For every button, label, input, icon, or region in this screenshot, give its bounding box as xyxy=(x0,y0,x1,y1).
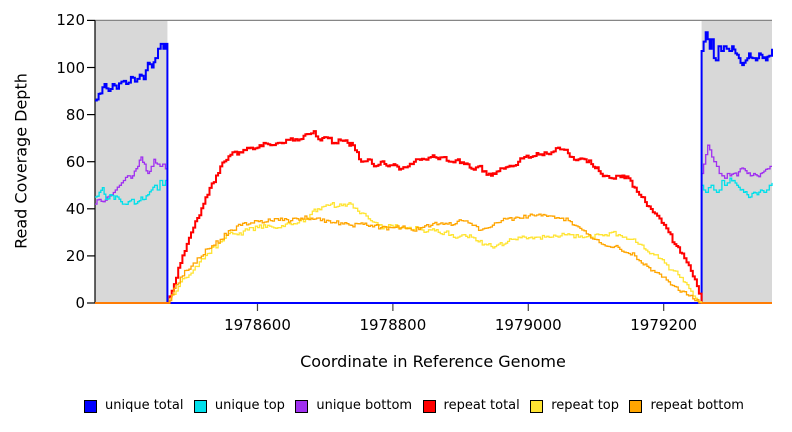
x-tick-label: 1978800 xyxy=(359,316,427,334)
x-tick-label: 1979200 xyxy=(630,316,698,334)
y-tick-label: 120 xyxy=(56,11,85,30)
legend-label: unique top xyxy=(214,398,285,413)
legend-label: unique total xyxy=(105,398,184,413)
shaded-region xyxy=(95,20,168,304)
y-tick-label: 20 xyxy=(65,246,85,265)
legend-swatch-unique-bottom xyxy=(295,399,309,413)
x-tick-label: 1978600 xyxy=(224,316,291,334)
legend-item-repeat-bottom: repeat bottom xyxy=(629,399,744,413)
legend-swatch-repeat-bottom xyxy=(629,399,643,413)
y-tick-label: 40 xyxy=(65,199,85,218)
legend-item-repeat-total: repeat total xyxy=(422,398,520,413)
legend-swatch-unique-top xyxy=(193,399,207,413)
shaded-region xyxy=(701,20,772,304)
y-tick-label: 60 xyxy=(65,152,85,171)
legend-label: repeat top xyxy=(551,398,619,413)
y-tick-label: 0 xyxy=(75,294,85,312)
x-axis-title: Coordinate in Reference Genome xyxy=(300,352,566,371)
legend-item-repeat-top: repeat top xyxy=(530,399,619,413)
legend-swatch-unique-total xyxy=(84,399,97,413)
legend-swatch-repeat-total xyxy=(422,399,436,413)
series-line-repeat-top xyxy=(95,202,772,304)
legend-label: repeat bottom xyxy=(650,398,744,413)
y-tick-label: 100 xyxy=(56,58,85,77)
legend-item-unique-bottom: unique bottom xyxy=(295,399,412,413)
series-line-unique-total xyxy=(94,31,773,304)
series-line-repeat-total xyxy=(95,130,772,304)
legend-item-unique-total: unique total xyxy=(84,399,183,413)
legend-item-unique-top: unique top xyxy=(193,398,285,413)
legend-swatch-repeat-top xyxy=(530,399,544,413)
x-tick-label: 1979000 xyxy=(494,316,562,334)
legend-label: unique bottom xyxy=(316,398,413,413)
legend: unique total unique top unique bottom repea… xyxy=(84,397,744,415)
series-line-repeat-bottom xyxy=(95,213,772,304)
y-tick-label: 80 xyxy=(65,105,85,124)
y-axis-title: Read Coverage Depth xyxy=(11,73,31,249)
legend-label: repeat total xyxy=(443,398,520,413)
